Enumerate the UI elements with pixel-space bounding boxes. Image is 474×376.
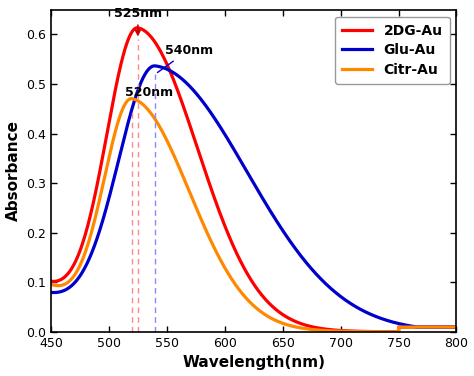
Line: 2DG-Au: 2DG-Au <box>51 28 456 332</box>
Glu-Au <box>48 290 54 295</box>
Citr-Au <box>246 298 251 303</box>
Y-axis label: Absorbance: Absorbance <box>6 120 20 221</box>
Glu-Au <box>454 325 459 329</box>
Citr-Au <box>396 330 401 334</box>
2DG-Au <box>454 325 459 329</box>
2DG-Au <box>235 253 240 258</box>
2DG-Au <box>442 325 448 329</box>
Citr-Au <box>235 285 240 290</box>
Line: Citr-Au: Citr-Au <box>51 99 456 332</box>
Citr-Au <box>442 325 448 329</box>
Text: 525nm: 525nm <box>114 6 162 35</box>
Citr-Au <box>69 277 74 281</box>
Text: 520nm: 520nm <box>125 86 173 99</box>
Citr-Au <box>128 96 134 101</box>
Citr-Au <box>368 329 374 334</box>
Citr-Au <box>48 282 54 287</box>
2DG-Au <box>246 273 251 278</box>
Glu-Au <box>246 172 251 176</box>
2DG-Au <box>396 329 401 334</box>
Citr-Au <box>442 325 448 329</box>
Citr-Au <box>454 325 459 329</box>
2DG-Au <box>134 26 140 30</box>
2DG-Au <box>69 266 74 271</box>
Legend: 2DG-Au, Glu-Au, Citr-Au: 2DG-Au, Glu-Au, Citr-Au <box>335 17 449 83</box>
2DG-Au <box>368 329 374 334</box>
Glu-Au <box>235 153 240 158</box>
2DG-Au <box>48 279 54 284</box>
Glu-Au <box>368 312 374 317</box>
Glu-Au <box>152 64 157 68</box>
Glu-Au <box>69 284 74 288</box>
X-axis label: Wavelength(nm): Wavelength(nm) <box>182 355 325 370</box>
Line: Glu-Au: Glu-Au <box>51 66 456 327</box>
Glu-Au <box>414 325 420 329</box>
2DG-Au <box>442 325 448 329</box>
Text: 540nm: 540nm <box>157 44 213 73</box>
Glu-Au <box>442 325 448 329</box>
Glu-Au <box>442 325 448 329</box>
